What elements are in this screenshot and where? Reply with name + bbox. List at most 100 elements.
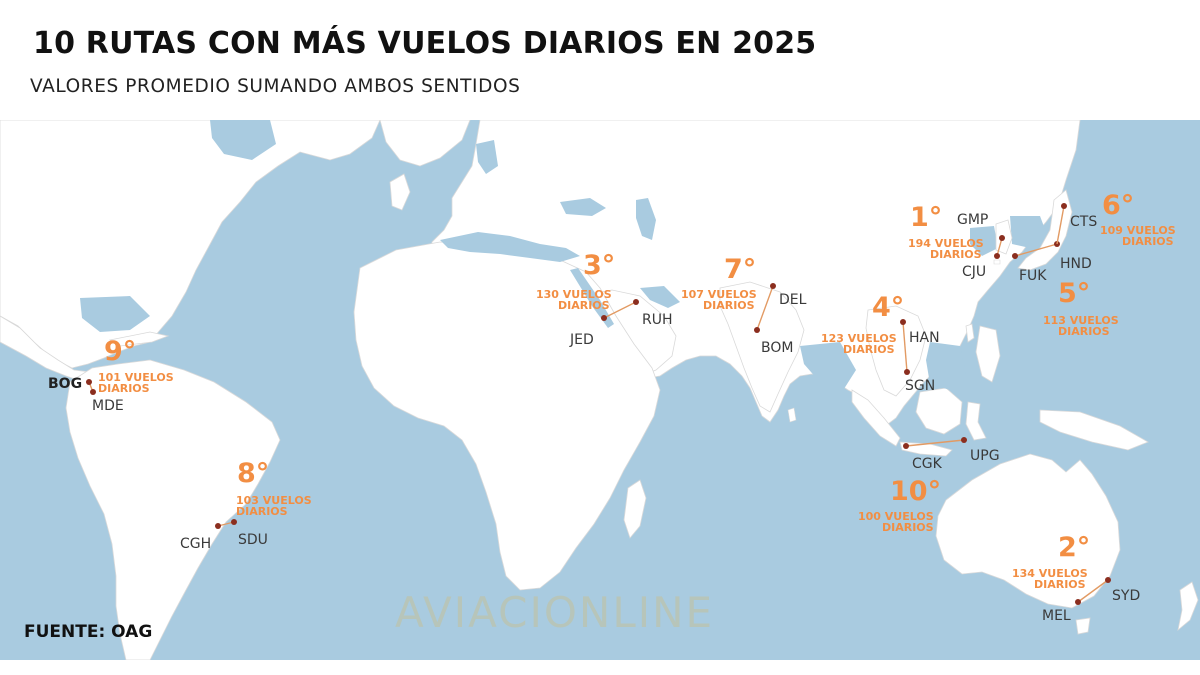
route-rank: 5° — [1058, 278, 1090, 309]
inland-seas — [80, 120, 1046, 392]
route-rank: 3° — [583, 250, 615, 281]
page-subtitle: VALORES PROMEDIO SUMANDO AMBOS SENTIDOS — [30, 76, 521, 97]
land-japan — [1017, 189, 1073, 271]
route-9[interactable]: 9° 101 VUELOS DIARIOS BOG MDE — [48, 336, 174, 414]
airport-code: MEL — [1042, 608, 1071, 624]
south-china-sea — [926, 342, 966, 390]
land-greenland — [379, 120, 471, 167]
route-flights-label: 134 VUELOS — [1012, 567, 1088, 580]
route-line — [996, 237, 1003, 257]
airport-dot[interactable] — [903, 443, 909, 449]
route-line — [603, 301, 637, 319]
landmasses — [0, 120, 1199, 660]
airport-dot[interactable] — [994, 253, 1000, 259]
airport-dot[interactable] — [770, 283, 776, 289]
land-australia — [935, 453, 1121, 609]
airport-dot[interactable] — [900, 319, 906, 325]
airport-code: SDU — [238, 532, 268, 548]
source-label: FUENTE: OAG — [24, 622, 153, 642]
watermark-logo: AVIACIONLINE — [395, 588, 715, 637]
airport-dot[interactable] — [1012, 253, 1018, 259]
gulf-of-mexico — [80, 296, 150, 332]
land-taiwan — [965, 323, 975, 343]
airport-code: SYD — [1112, 588, 1140, 604]
airport-code: SGN — [905, 378, 935, 394]
land-tasmania — [1075, 617, 1091, 635]
airport-dot[interactable] — [961, 437, 967, 443]
airport-code: CGH — [180, 536, 211, 552]
route-flights-label: 194 VUELOS — [908, 237, 984, 250]
airport-code: BOG — [48, 376, 82, 392]
land-south-america — [65, 359, 281, 660]
route-flights-label: 113 VUELOS — [1043, 314, 1119, 327]
page-title: 10 RUTAS CON MÁS VUELOS DIARIOS EN 2025 — [33, 26, 817, 61]
land-sumatra — [851, 389, 901, 447]
land-sulawesi — [965, 401, 987, 441]
route-flights-label: DIARIOS — [1122, 235, 1174, 248]
route-flights-label: DIARIOS — [703, 299, 755, 312]
airport-dot[interactable] — [601, 315, 607, 321]
route-flights-label: DIARIOS — [558, 299, 610, 312]
route-7[interactable]: 7° 107 VUELOS DIARIOS DEL BOM — [681, 254, 807, 356]
route-line — [1056, 205, 1065, 245]
route-flights-label: DIARIOS — [236, 505, 288, 518]
land-sri-lanka — [787, 407, 797, 423]
route-flights-label: 101 VUELOS — [98, 371, 174, 384]
hudson-bay — [210, 120, 276, 160]
route-6[interactable]: 6° 109 VUELOS DIARIOS CTS — [1056, 190, 1176, 248]
airport-code: MDE — [92, 398, 124, 414]
land-new-guinea — [1039, 409, 1149, 451]
airport-dot[interactable] — [90, 389, 96, 395]
world-map[interactable]: 1° 194 VUELOS DIARIOS GMP CJU 2° 134 VUE… — [0, 120, 1200, 660]
route-rank: 8° — [237, 458, 269, 489]
bay-of-bengal — [800, 342, 856, 392]
persian-gulf — [640, 286, 680, 308]
route-rank: 4° — [872, 292, 904, 323]
route-4[interactable]: 4° 123 VUELOS DIARIOS HAN SGN — [821, 292, 940, 394]
route-flights-label: 100 VUELOS — [858, 510, 934, 523]
route-rank: 10° — [890, 476, 941, 507]
airport-code: RUH — [642, 312, 673, 328]
airport-dot[interactable] — [86, 379, 92, 385]
route-line — [1014, 243, 1058, 257]
route-5[interactable]: 5° 113 VUELOS DIARIOS HND FUK — [1012, 241, 1119, 338]
route-flights-label: DIARIOS — [1034, 578, 1086, 591]
route-8[interactable]: 8° 103 VUELOS DIARIOS CGH SDU — [180, 458, 312, 552]
land-india — [719, 281, 805, 413]
route-flights-label: 103 VUELOS — [236, 494, 312, 507]
airport-code: JED — [569, 332, 594, 348]
route-2[interactable]: 2° 134 VUELOS DIARIOS SYD MEL — [1012, 532, 1140, 624]
airport-dot[interactable] — [1105, 577, 1111, 583]
airport-dot[interactable] — [999, 235, 1005, 241]
airport-dot[interactable] — [633, 299, 639, 305]
route-flights-label: 130 VUELOS — [536, 288, 612, 301]
land-africa — [353, 241, 661, 591]
airport-dot[interactable] — [754, 327, 760, 333]
airport-code: CGK — [912, 456, 943, 472]
route-flights-label: 123 VUELOS — [821, 332, 897, 345]
route-1[interactable]: 1° 194 VUELOS DIARIOS GMP CJU — [908, 202, 1005, 280]
land-new-zealand — [1177, 581, 1199, 632]
airport-code: GMP — [957, 212, 988, 228]
airport-dot[interactable] — [904, 369, 910, 375]
land-britain — [389, 173, 411, 211]
land-madagascar — [623, 479, 647, 539]
black-sea — [560, 198, 606, 216]
route-line — [902, 321, 908, 373]
route-3[interactable]: 3° 130 VUELOS DIARIOS RUH JED — [536, 250, 673, 348]
route-flights-label: DIARIOS — [882, 521, 934, 534]
airport-dot[interactable] — [215, 523, 221, 529]
route-rank: 6° — [1102, 190, 1134, 221]
airport-dot[interactable] — [1061, 203, 1067, 209]
airport-code: FUK — [1019, 268, 1047, 284]
route-flights-label: 107 VUELOS — [681, 288, 757, 301]
route-10[interactable]: 10° 100 VUELOS DIARIOS CGK UPG — [858, 437, 1000, 534]
airport-code: DEL — [779, 292, 807, 308]
route-rank: 1° — [910, 202, 942, 233]
route-flights-label: DIARIOS — [843, 343, 895, 356]
airport-dot[interactable] — [1075, 599, 1081, 605]
sea-of-japan — [1010, 216, 1046, 248]
land-cuba — [108, 331, 170, 347]
route-flights-label: DIARIOS — [98, 382, 150, 395]
airport-dot[interactable] — [231, 519, 237, 525]
